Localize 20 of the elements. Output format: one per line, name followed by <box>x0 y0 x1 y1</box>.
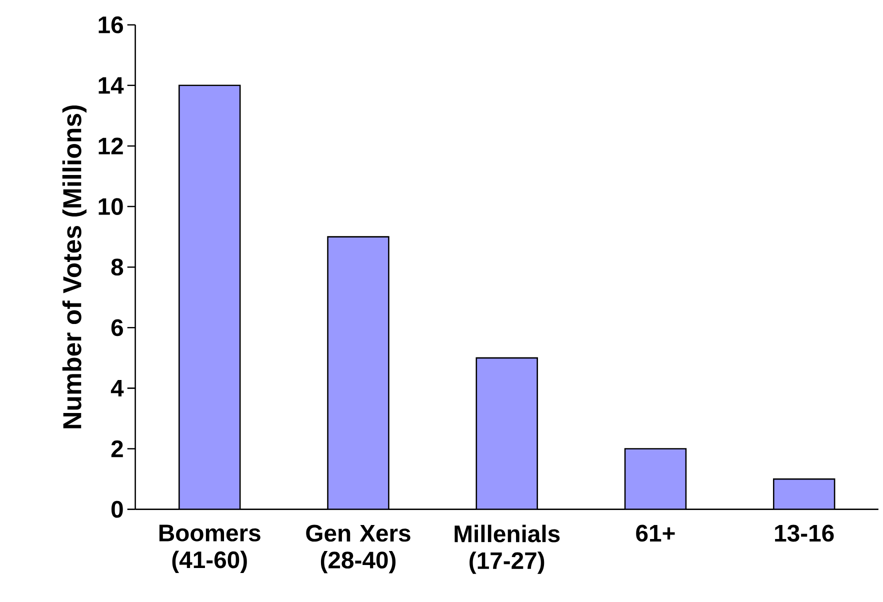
y-tick-label: 16 <box>98 16 123 34</box>
y-tick-label: 2 <box>111 440 123 458</box>
y-axis-title: Number of Votes (Millions) <box>62 106 86 428</box>
bar <box>328 236 389 510</box>
x-tick-label: Gen Xers (28-40) <box>306 524 410 574</box>
y-tick-label: 0 <box>112 500 123 518</box>
bar <box>772 478 836 510</box>
x-tick-label: 13-16 <box>775 524 834 542</box>
bar <box>179 85 240 510</box>
x-tick-label: Millenials (17-27) <box>454 524 560 574</box>
y-tick-label: 8 <box>111 258 124 276</box>
y-tick-label: 14 <box>98 77 124 94</box>
x-tick-label: Boomers (41-60) <box>159 524 260 574</box>
bar <box>625 448 686 510</box>
bar <box>476 358 538 510</box>
y-tick-label: 10 <box>98 198 123 216</box>
y-tick-label: 12 <box>98 138 123 154</box>
y-tick-label: 4 <box>110 380 124 396</box>
x-tick-label: 61+ <box>636 524 675 542</box>
y-tick-label: 6 <box>111 319 123 336</box>
